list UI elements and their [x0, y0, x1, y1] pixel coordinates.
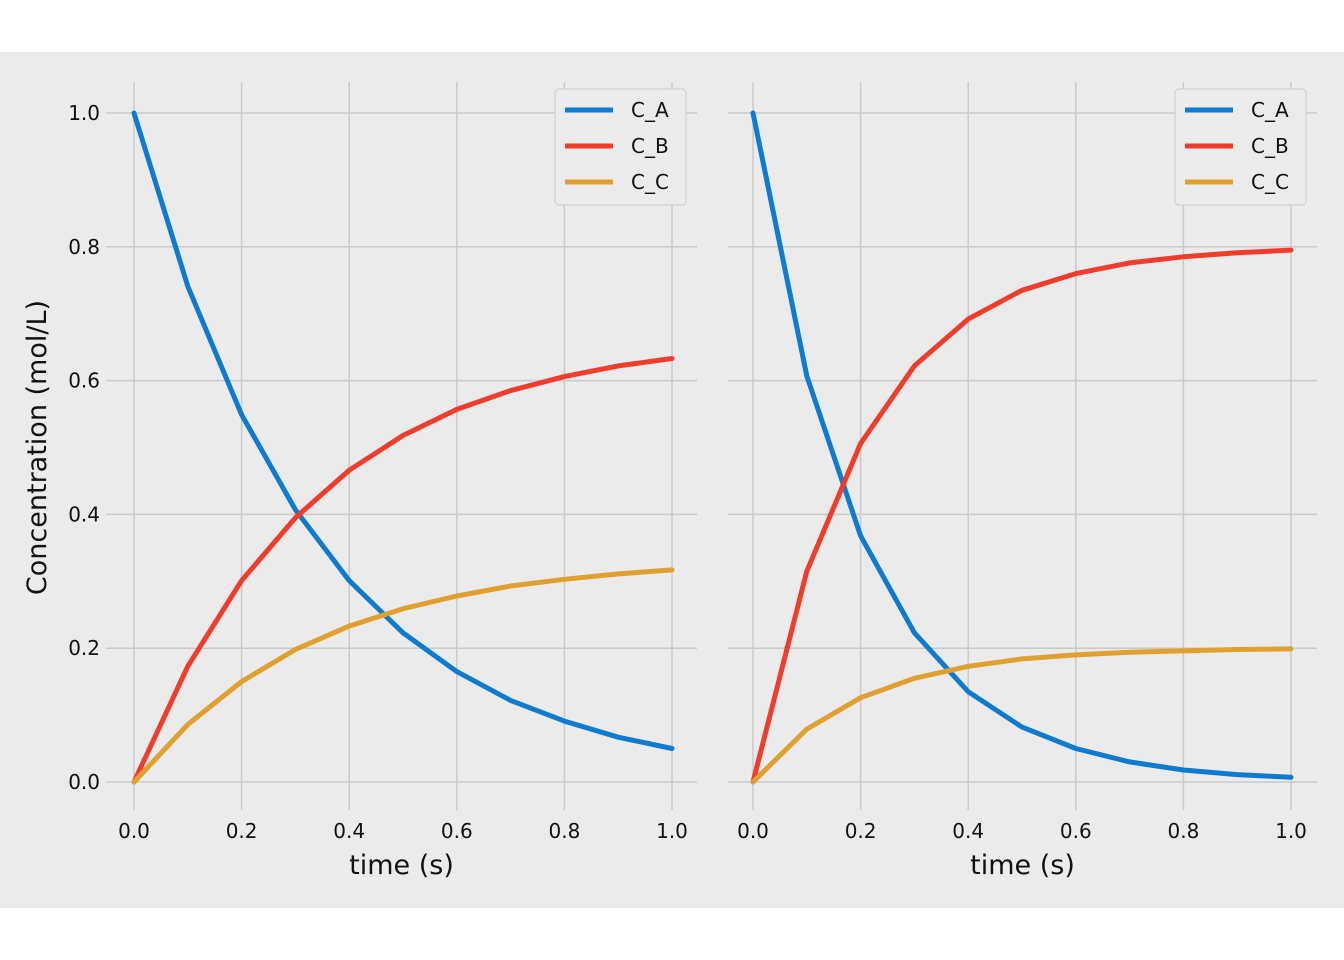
series-line-C_B: [131, 356, 675, 785]
x-axis-label: time (s): [970, 850, 1075, 881]
series-line-C_A: [750, 110, 1294, 780]
x-tick-label: 0.0: [118, 819, 150, 843]
y-tick-label: 1.0: [68, 101, 100, 125]
x-tick-label: 0.4: [952, 819, 984, 843]
legend: C_A C_B C_C: [1174, 88, 1307, 206]
x-tick-label: 0.0: [737, 819, 769, 843]
legend-label: C_B: [631, 134, 669, 158]
chart-panel-2: 0.0 0.2 0.4 0.6 0.8 1.0 time (s) C_A C_B C_C: [728, 82, 1317, 881]
series-line-C_C: [750, 646, 1294, 785]
x-tick-label: 0.8: [1167, 819, 1199, 843]
y-tick-label: 0.6: [68, 369, 100, 393]
legend-label: C_A: [631, 98, 669, 122]
legend-label: C_A: [1251, 98, 1289, 122]
legend-label: C_C: [631, 170, 669, 194]
y-axis-label: Concentration (mol/L): [22, 300, 53, 595]
series-line-C_A: [131, 110, 675, 751]
legend-label: C_C: [1251, 170, 1289, 194]
y-tick-label: 0.4: [68, 502, 100, 526]
x-tick-label: 0.6: [441, 819, 473, 843]
x-tick-label: 0.4: [333, 819, 365, 843]
x-tick-label: 0.2: [845, 819, 877, 843]
x-tick-label: 1.0: [1275, 819, 1307, 843]
x-tick-label: 0.8: [548, 819, 580, 843]
series-line-C_B: [750, 247, 1294, 785]
y-tick-label: 0.0: [68, 770, 100, 794]
x-axis-label: time (s): [349, 850, 454, 881]
chart-panel-1: 0.0 0.2 0.4 0.6 0.8 1.0 0.0 0.2 0.4 0.6 0.8 1.0 time…: [22, 82, 697, 881]
legend-box: [554, 88, 687, 206]
legend-label: C_B: [1251, 134, 1289, 158]
legend: C_A C_B C_C: [554, 88, 687, 206]
legend-box: [1174, 88, 1307, 206]
y-tick-label: 0.8: [68, 235, 100, 259]
x-tick-label: 1.0: [656, 819, 688, 843]
x-tick-label: 0.6: [1060, 819, 1092, 843]
y-tick-label: 0.2: [68, 636, 100, 660]
x-tick-label: 0.2: [226, 819, 258, 843]
series-line-C_C: [131, 567, 675, 785]
